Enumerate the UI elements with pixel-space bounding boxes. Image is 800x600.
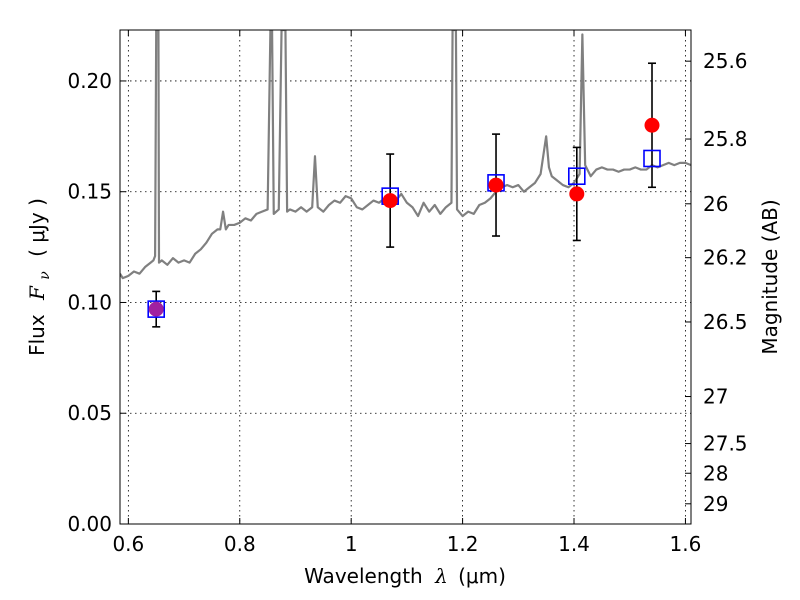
y-tick-label: 0.20 [67, 69, 112, 93]
model-square-marker [567, 167, 586, 186]
y-tick-label: 0.10 [67, 290, 112, 314]
axis-ticks: 0.6 0.8 1 1.2 1.4 1.6 0.00 0.05 0.10 0.15 0.20 25.6… [67, 30, 748, 556]
mag-tick-label: 28 [703, 461, 728, 485]
y-tick-label: 0.15 [67, 180, 112, 204]
y-tick-label: 0.00 [67, 512, 112, 536]
mag-tick-label: 26 [703, 192, 728, 216]
grid-lines [120, 30, 691, 525]
x-tick-label: 1.4 [558, 532, 590, 556]
model-square-marker [147, 300, 166, 318]
mag-tick-label: 25.6 [703, 49, 748, 73]
mag-tick-label: 26.2 [703, 246, 748, 270]
mag-tick-label: 26.5 [703, 310, 748, 334]
x-axis-label: Wavelength λ (μm) [304, 564, 506, 588]
observed-circle-marker [488, 177, 504, 193]
mag-tick-label: 27.5 [703, 432, 748, 456]
mag-tick-label: 29 [703, 492, 728, 516]
mag-tick-label: 25.8 [703, 127, 748, 151]
spectrum-line [120, 30, 691, 280]
x-tick-label: 0.6 [112, 532, 144, 556]
plot-frame [119, 29, 692, 525]
mag-tick-label: 27 [703, 385, 728, 409]
observed-circle-marker [382, 193, 398, 209]
model-square-marker [643, 149, 661, 168]
observed-circle-marker [148, 301, 164, 317]
x-tick-label: 1.6 [670, 532, 702, 556]
y2-axis-label: Magnitude (AB) [758, 199, 782, 354]
x-tick-label: 1 [345, 532, 358, 556]
x-tick-label: 0.8 [224, 532, 256, 556]
x-tick-label: 1.2 [447, 532, 479, 556]
y-tick-label: 0.05 [67, 401, 112, 425]
observed-circle-marker [569, 186, 585, 202]
plot-area [120, 30, 691, 280]
marker-layer [147, 62, 661, 328]
y-axis-label: Flux F ν ( μJy ) [25, 198, 54, 356]
observed-circle-marker [644, 117, 660, 133]
